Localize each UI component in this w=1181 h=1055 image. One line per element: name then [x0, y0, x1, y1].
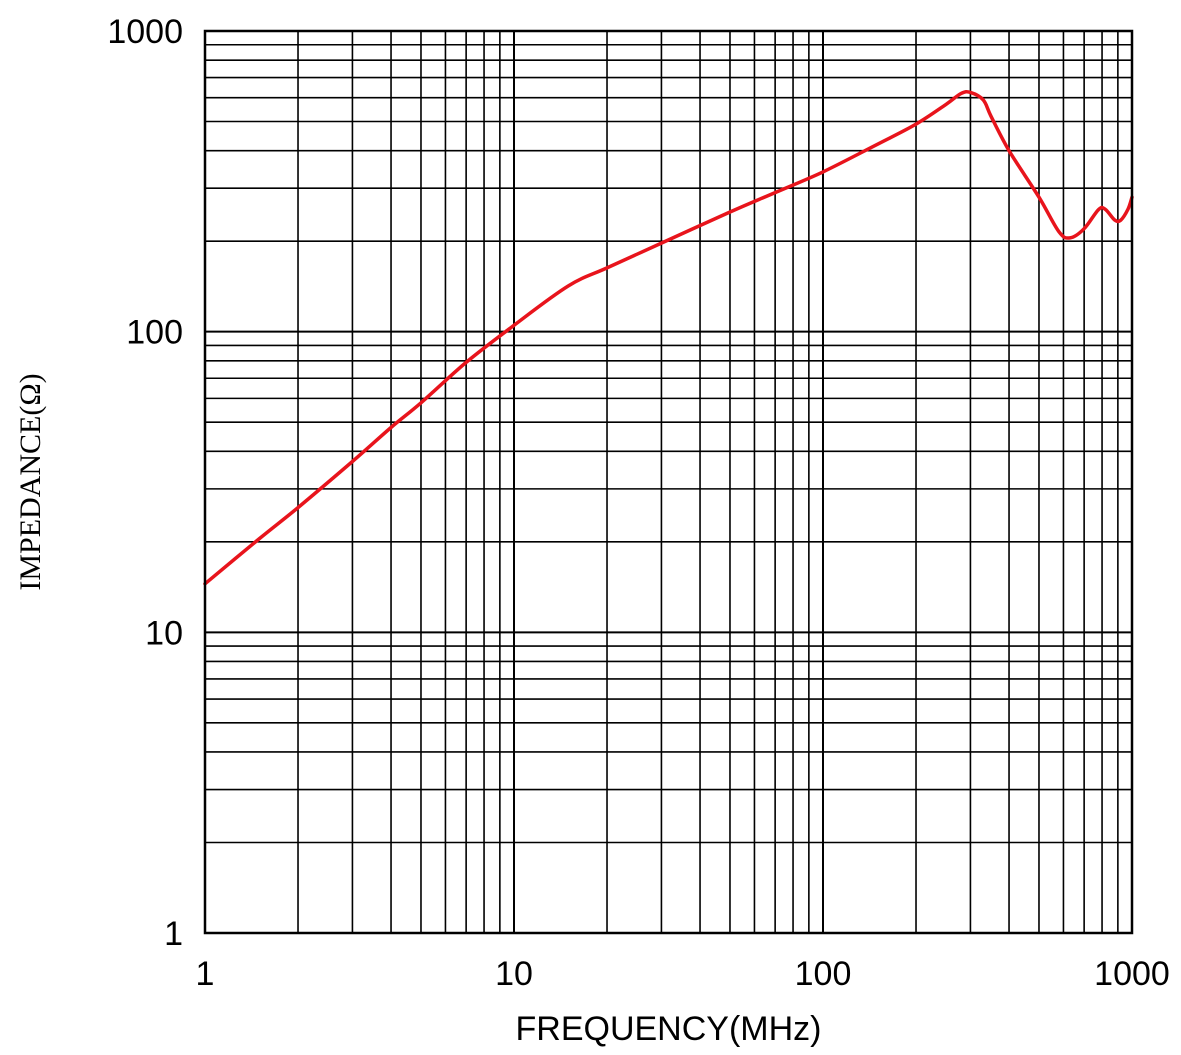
y-tick-label: 100 [126, 314, 183, 352]
y-tick-label: 10 [145, 614, 183, 652]
x-axis-title: FREQUENCY(MHz) [516, 1010, 822, 1048]
x-tick-labels: 1 10 100 1000 [196, 955, 1170, 993]
x-tick-label: 1000 [1094, 955, 1170, 993]
y-tick-label: 1 [164, 915, 183, 953]
grid [204, 31, 1132, 934]
y-tick-labels: 1 10 100 1000 [107, 13, 183, 953]
y-tick-label: 1000 [107, 13, 183, 51]
x-tick-label: 1 [196, 955, 215, 993]
x-tick-label: 100 [795, 955, 852, 993]
y-axis-title: IMPEDANCE(Ω) [14, 373, 47, 590]
series-layer [203, 89, 1134, 586]
plot-frame [203, 29, 1134, 935]
x-tick-label: 10 [495, 955, 533, 993]
impedance-series-line [203, 89, 1134, 586]
